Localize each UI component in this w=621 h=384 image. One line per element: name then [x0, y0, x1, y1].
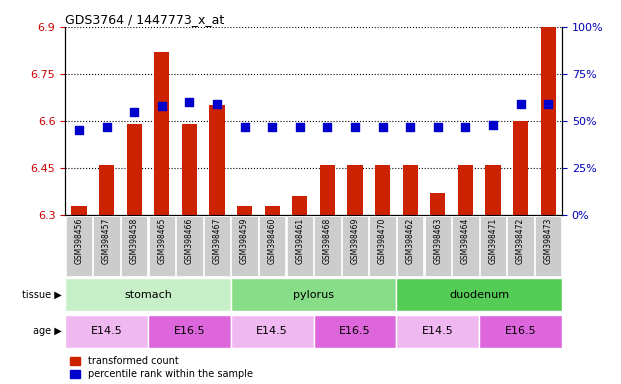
Text: GDS3764 / 1447773_x_at: GDS3764 / 1447773_x_at — [65, 13, 224, 26]
Text: GSM398470: GSM398470 — [378, 218, 387, 265]
FancyBboxPatch shape — [397, 216, 424, 276]
FancyBboxPatch shape — [148, 216, 175, 276]
Text: GSM398460: GSM398460 — [268, 218, 277, 265]
Bar — [375, 165, 390, 215]
Text: GSM398464: GSM398464 — [461, 218, 470, 265]
Text: GSM398468: GSM398468 — [323, 218, 332, 264]
Point — [322, 124, 332, 130]
Point — [129, 109, 139, 115]
FancyBboxPatch shape — [452, 216, 479, 276]
FancyBboxPatch shape — [396, 315, 479, 348]
FancyBboxPatch shape — [204, 216, 230, 276]
Bar — [513, 121, 528, 215]
Point — [543, 101, 553, 107]
FancyBboxPatch shape — [369, 216, 396, 276]
FancyBboxPatch shape — [66, 216, 93, 276]
FancyBboxPatch shape — [507, 216, 534, 276]
Bar — [347, 165, 363, 215]
Text: pylorus: pylorus — [293, 290, 334, 300]
Point — [240, 124, 250, 130]
Point — [267, 124, 277, 130]
Text: GSM398465: GSM398465 — [157, 218, 166, 265]
Bar — [430, 193, 445, 215]
Bar — [127, 124, 142, 215]
Text: E16.5: E16.5 — [174, 326, 205, 336]
Text: GSM398471: GSM398471 — [489, 218, 497, 264]
Point — [460, 124, 470, 130]
Point — [378, 124, 388, 130]
Text: E14.5: E14.5 — [91, 326, 122, 336]
FancyBboxPatch shape — [65, 315, 148, 348]
FancyBboxPatch shape — [535, 216, 561, 276]
Bar — [486, 165, 501, 215]
Text: GSM398457: GSM398457 — [102, 218, 111, 265]
Bar — [292, 196, 307, 215]
Point — [212, 101, 222, 107]
Bar — [154, 52, 170, 215]
Text: GSM398473: GSM398473 — [544, 218, 553, 265]
Text: GSM398472: GSM398472 — [516, 218, 525, 264]
FancyBboxPatch shape — [232, 216, 258, 276]
Text: E16.5: E16.5 — [505, 326, 537, 336]
Text: E16.5: E16.5 — [339, 326, 371, 336]
Text: GSM398469: GSM398469 — [350, 218, 360, 265]
Text: E14.5: E14.5 — [422, 326, 454, 336]
Text: GSM398456: GSM398456 — [75, 218, 83, 265]
FancyBboxPatch shape — [342, 216, 368, 276]
FancyBboxPatch shape — [479, 315, 562, 348]
Text: stomach: stomach — [124, 290, 172, 300]
FancyBboxPatch shape — [121, 216, 147, 276]
Text: GSM398461: GSM398461 — [296, 218, 304, 264]
FancyBboxPatch shape — [314, 315, 396, 348]
Bar — [402, 165, 418, 215]
Text: duodenum: duodenum — [449, 290, 509, 300]
Text: GSM398466: GSM398466 — [185, 218, 194, 265]
Point — [74, 127, 84, 134]
Point — [295, 124, 305, 130]
Bar — [71, 205, 86, 215]
Bar — [265, 205, 280, 215]
Point — [350, 124, 360, 130]
FancyBboxPatch shape — [231, 315, 314, 348]
Text: GSM398463: GSM398463 — [433, 218, 442, 265]
Bar — [182, 124, 197, 215]
Text: GSM398467: GSM398467 — [212, 218, 222, 265]
Point — [157, 103, 167, 109]
FancyBboxPatch shape — [259, 216, 286, 276]
Point — [102, 124, 112, 130]
Bar — [541, 27, 556, 215]
Point — [433, 124, 443, 130]
FancyBboxPatch shape — [396, 278, 562, 311]
Point — [406, 124, 415, 130]
Text: age ▶: age ▶ — [34, 326, 62, 336]
Text: GSM398459: GSM398459 — [240, 218, 249, 265]
Bar — [320, 165, 335, 215]
FancyBboxPatch shape — [148, 315, 231, 348]
Text: GSM398458: GSM398458 — [130, 218, 138, 264]
Bar — [99, 165, 114, 215]
FancyBboxPatch shape — [93, 216, 120, 276]
Text: E14.5: E14.5 — [256, 326, 288, 336]
FancyBboxPatch shape — [480, 216, 506, 276]
Point — [184, 99, 194, 105]
Text: tissue ▶: tissue ▶ — [22, 290, 62, 300]
Point — [515, 101, 525, 107]
FancyBboxPatch shape — [176, 216, 202, 276]
Bar — [237, 205, 252, 215]
Legend: transformed count, percentile rank within the sample: transformed count, percentile rank withi… — [70, 356, 253, 379]
Point — [488, 122, 498, 128]
Bar — [209, 105, 225, 215]
Text: GSM398462: GSM398462 — [406, 218, 415, 264]
Bar — [458, 165, 473, 215]
FancyBboxPatch shape — [231, 278, 396, 311]
FancyBboxPatch shape — [286, 216, 313, 276]
FancyBboxPatch shape — [425, 216, 451, 276]
FancyBboxPatch shape — [65, 278, 231, 311]
FancyBboxPatch shape — [314, 216, 341, 276]
